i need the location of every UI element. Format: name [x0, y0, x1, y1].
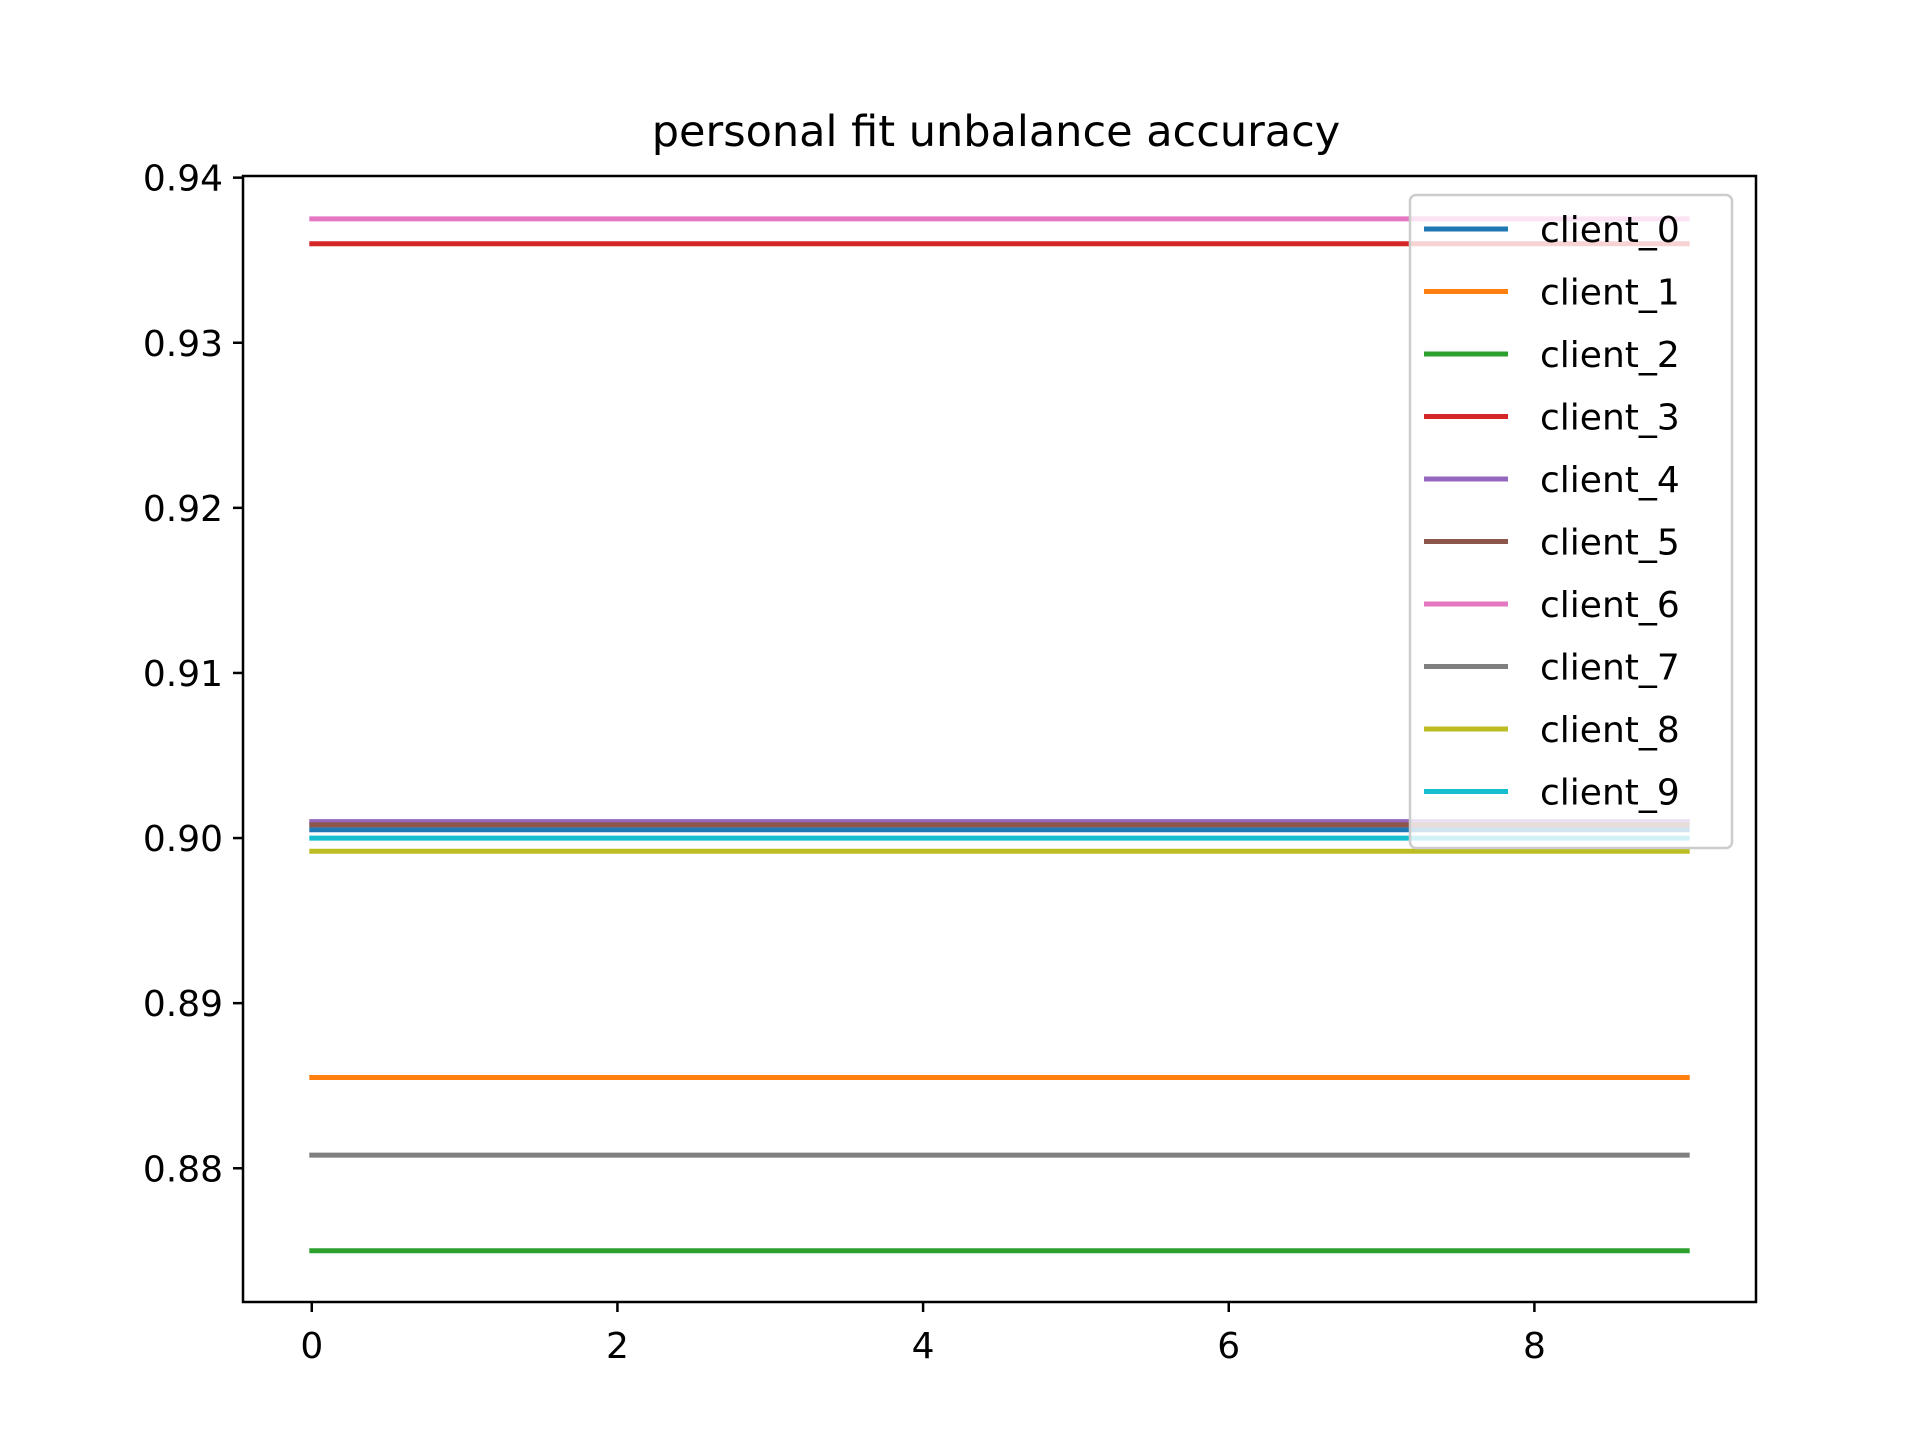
legend-label-client_9: client_9 — [1540, 773, 1680, 814]
legend-frame — [1408, 193, 1734, 850]
legend-label-client_3: client_3 — [1540, 398, 1680, 439]
x-tick-label: 8 — [1523, 1326, 1546, 1367]
legend: client_0 client_1 client_2 client_3 client_4… — [1408, 193, 1734, 850]
y-tick-label: 0.93 — [143, 324, 223, 365]
legend-label-client_2: client_2 — [1540, 335, 1680, 376]
y-tick-label: 0.90 — [143, 819, 223, 860]
y-tick-label: 0.88 — [143, 1149, 223, 1190]
chart-title: personal fit unbalance accuracy — [652, 107, 1340, 157]
legend-label-client_5: client_5 — [1540, 523, 1680, 564]
legend-label-client_8: client_8 — [1540, 710, 1680, 751]
legend-label-client_1: client_1 — [1540, 273, 1680, 314]
y-tick-label: 0.91 — [143, 654, 223, 695]
axes-layer: 0 2 4 6 8 0.88 0.89 0.90 0.91 0.92 0.93 0.94 — [143, 159, 1758, 1367]
y-tick-label: 0.89 — [143, 984, 223, 1025]
x-tick-label: 4 — [912, 1326, 935, 1367]
axes-frame — [241, 174, 1758, 1304]
x-tick-label: 2 — [606, 1326, 629, 1367]
y-tick-label: 0.92 — [143, 489, 223, 530]
x-tick-label: 6 — [1217, 1326, 1240, 1367]
legend-label-client_0: client_0 — [1540, 210, 1680, 251]
legend-label-client_6: client_6 — [1540, 585, 1680, 626]
y-tick-label: 0.94 — [143, 159, 223, 200]
legend-label-client_7: client_7 — [1540, 648, 1680, 689]
legend-label-client_4: client_4 — [1540, 460, 1680, 501]
x-tick-label: 0 — [300, 1326, 323, 1367]
